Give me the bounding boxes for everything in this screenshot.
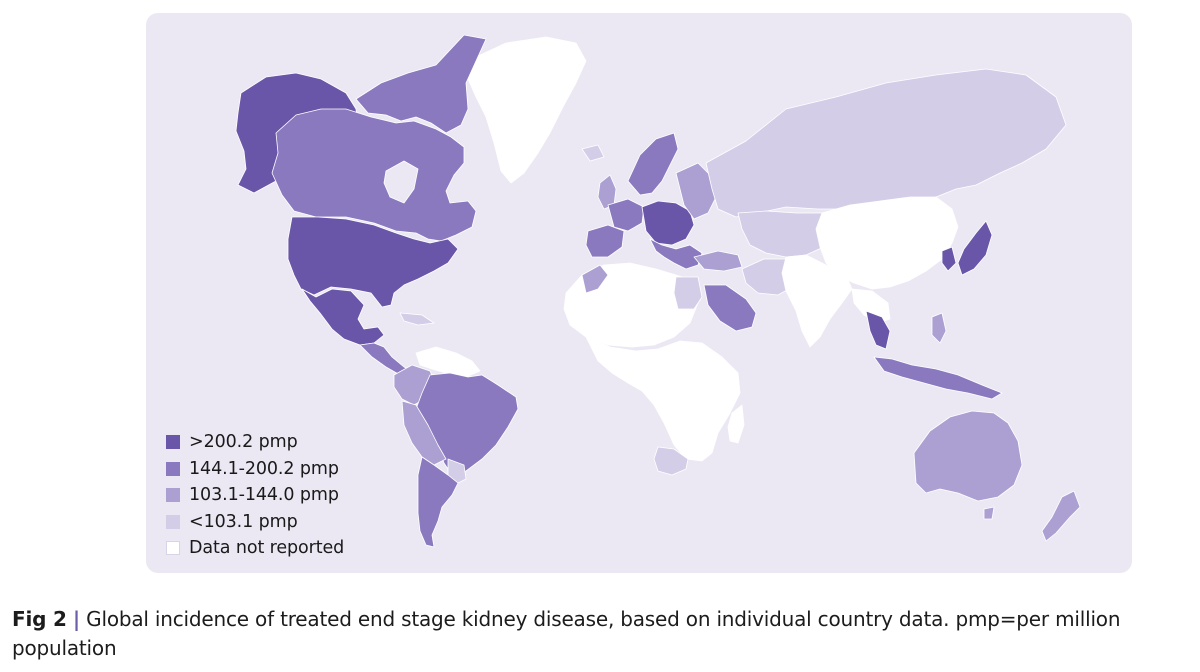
region-indonesia [873, 356, 1003, 400]
world-map [235, 34, 1081, 548]
region-india [781, 254, 853, 348]
map-panel: >200.2 pmp 144.1-200.2 pmp 103.1-144.0 p… [146, 13, 1132, 573]
region-russia [705, 68, 1067, 218]
legend-label: <103.1 pmp [189, 511, 298, 532]
legend-swatch [166, 541, 180, 556]
region-africa [585, 336, 741, 462]
region-tasmania [983, 506, 995, 520]
region-egypt [673, 276, 703, 310]
region-argentina-chile [417, 456, 459, 548]
figure-number: Fig 2 [12, 607, 67, 631]
legend-label: >200.2 pmp [189, 432, 298, 453]
region-hudson-bay [383, 160, 419, 204]
region-australia [913, 410, 1023, 502]
region-central-asia [737, 210, 837, 258]
region-peru-bolivia [401, 400, 447, 466]
legend-swatch [166, 461, 180, 476]
caption-separator: | [72, 607, 80, 631]
region-caribbean [399, 312, 435, 326]
region-saudi-arabia [703, 284, 757, 332]
region-china [815, 196, 959, 290]
figure-caption: Fig 2 | Global incidence of treated end … [12, 605, 1197, 663]
legend-swatch [166, 488, 180, 503]
region-new-zealand [1041, 490, 1081, 542]
region-france [607, 198, 645, 232]
legend-label: 144.1-200.2 pmp [189, 458, 339, 479]
region-turkey [693, 250, 743, 272]
legend-label: Data not reported [189, 538, 345, 559]
region-korea [941, 246, 957, 272]
region-central-europe [641, 200, 695, 246]
region-madagascar [727, 404, 745, 444]
region-iberia [585, 224, 625, 258]
region-philippines [931, 312, 947, 344]
legend-swatch [166, 514, 180, 529]
region-canada-islands [355, 34, 487, 134]
region-italy-balkans [649, 238, 703, 270]
region-morocco [581, 264, 609, 294]
region-south-africa [653, 446, 689, 476]
region-greenland [467, 36, 587, 184]
legend-label: 103.1-144.0 pmp [189, 485, 339, 506]
legend-item-no-data: Data not reported [166, 535, 344, 562]
caption-text: Global incidence of treated end stage ki… [12, 607, 1121, 660]
legend-swatch [166, 435, 180, 450]
region-eastern-europe [675, 162, 717, 220]
legend-item-level-4: <103.1 pmp [166, 509, 344, 536]
region-scandinavia [627, 132, 679, 196]
region-canada [271, 108, 477, 242]
legend-item-level-2: 144.1-200.2 pmp [166, 456, 344, 483]
region-mexico [301, 288, 385, 346]
region-paraguay [447, 458, 467, 484]
region-japan [957, 220, 993, 276]
region-venezuela [415, 346, 481, 378]
legend-item-level-1: >200.2 pmp [166, 429, 344, 456]
region-thailand [865, 310, 891, 350]
region-iceland [581, 144, 605, 162]
region-united-states [287, 216, 459, 308]
map-legend: >200.2 pmp 144.1-200.2 pmp 103.1-144.0 p… [166, 429, 344, 562]
legend-item-level-3: 103.1-144.0 pmp [166, 482, 344, 509]
